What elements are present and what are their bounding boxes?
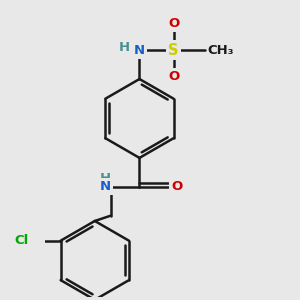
- Text: CH₃: CH₃: [208, 44, 234, 57]
- Text: H: H: [99, 172, 111, 185]
- Text: H: H: [119, 41, 130, 55]
- Text: O: O: [168, 17, 179, 30]
- Text: O: O: [171, 180, 182, 193]
- Text: Cl: Cl: [15, 234, 29, 247]
- Text: S: S: [168, 43, 179, 58]
- Text: N: N: [134, 44, 145, 57]
- Text: N: N: [99, 180, 111, 193]
- Text: O: O: [168, 70, 179, 83]
